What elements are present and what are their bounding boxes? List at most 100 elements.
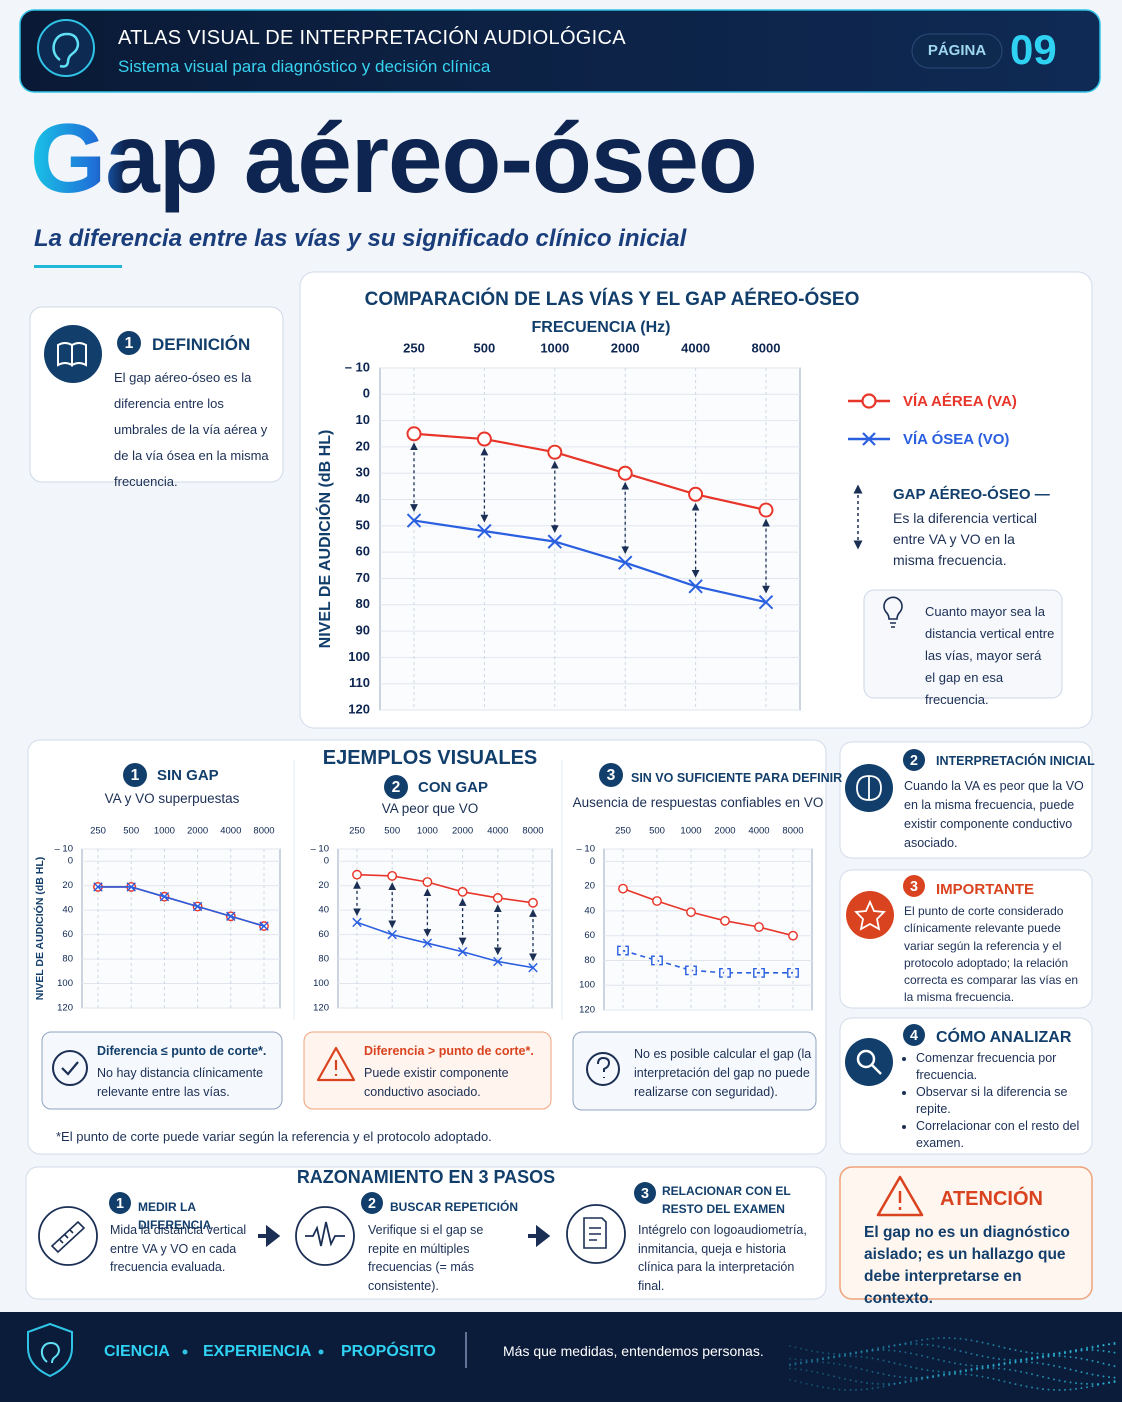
card-title: INTERPRETACIÓN INICIAL xyxy=(936,754,1095,768)
wave-dot xyxy=(937,1358,940,1361)
wave-dot xyxy=(981,1355,984,1358)
data-point xyxy=(758,502,774,518)
data-point xyxy=(352,869,362,880)
wave-dot xyxy=(888,1346,890,1349)
wave-dot xyxy=(860,1351,863,1354)
wave-dot xyxy=(844,1388,846,1391)
wave-dot xyxy=(1108,1343,1110,1346)
wave-dot xyxy=(866,1350,868,1353)
bulb-icon xyxy=(883,596,903,628)
y-tick-label: 110 xyxy=(349,675,370,690)
number-badge xyxy=(361,1192,383,1214)
wave-dot xyxy=(827,1356,830,1359)
wave-dot xyxy=(932,1374,934,1377)
section-title: EJEMPLOS VISUALES xyxy=(322,747,538,769)
ruler-glyph xyxy=(50,1220,86,1254)
step-text: Mida la distancia vertical entre VA y VO… xyxy=(110,1223,247,1274)
series-line xyxy=(622,887,794,937)
note-box xyxy=(572,1031,817,1111)
wave-dot xyxy=(800,1361,802,1364)
data-point xyxy=(387,929,397,940)
wave-dot xyxy=(921,1343,923,1346)
wave-dot xyxy=(910,1352,912,1355)
data-point xyxy=(618,883,628,894)
wave-dot xyxy=(877,1358,879,1361)
wave-dot xyxy=(943,1337,945,1340)
separator-dot xyxy=(318,1349,324,1355)
y-tick-label: 0 xyxy=(324,856,329,867)
wave-dot xyxy=(1020,1361,1022,1364)
y-tick-label: 40 xyxy=(318,905,329,916)
x-tick-label: 8000 xyxy=(253,826,274,837)
wave-dot xyxy=(833,1356,835,1359)
wave-dot xyxy=(833,1387,835,1390)
wave-dot xyxy=(805,1369,808,1372)
example-title: SIN GAP xyxy=(157,767,219,784)
wave-dot xyxy=(822,1358,824,1361)
wave-dot xyxy=(981,1341,984,1344)
wave-dot xyxy=(948,1373,951,1376)
shield-ear xyxy=(40,1341,61,1364)
example-subtitle: VA y VO superpuestas xyxy=(104,791,240,806)
data-point xyxy=(685,965,697,976)
y-tick-label: 100 xyxy=(313,978,329,989)
y-tick-label: 120 xyxy=(579,1005,595,1016)
wave-dot xyxy=(893,1344,896,1347)
wave-dot xyxy=(987,1356,989,1359)
wave-dot xyxy=(910,1379,912,1382)
wave-dot xyxy=(1031,1386,1033,1389)
example-subtitle: VA peor que VO xyxy=(381,801,479,816)
x-tick-label: 1000 xyxy=(540,340,569,355)
x-tick-label: 8000 xyxy=(522,826,543,837)
footer-bar xyxy=(0,1312,1122,1402)
wave-dot xyxy=(1036,1355,1039,1358)
wave-dot xyxy=(794,1358,797,1361)
number-badge xyxy=(117,331,141,355)
footer-wave xyxy=(789,1337,1116,1391)
wave-dot xyxy=(789,1367,791,1370)
wave-dot xyxy=(1108,1381,1110,1384)
wave-dot xyxy=(882,1385,885,1388)
wave-dot xyxy=(877,1382,879,1385)
step-title: BUSCAR REPETICIÓN xyxy=(390,1200,519,1214)
number-badge xyxy=(903,749,925,771)
data-point xyxy=(788,930,798,941)
wave-dot xyxy=(910,1343,912,1346)
series-line xyxy=(98,886,265,927)
brain-glyph xyxy=(856,775,882,801)
attention-box xyxy=(839,1166,1093,1300)
badge-number: 2 xyxy=(392,779,401,796)
wave-dot xyxy=(921,1368,923,1371)
wave-dot xyxy=(992,1367,995,1370)
pulse-glyph xyxy=(305,1221,345,1247)
wave-dot xyxy=(1097,1383,1099,1386)
wave-dot xyxy=(904,1376,907,1379)
wave-dot xyxy=(800,1368,802,1371)
wave-dot xyxy=(948,1370,951,1373)
wave-dot xyxy=(910,1376,912,1379)
y-tick-label: 80 xyxy=(356,596,370,611)
wave-dot xyxy=(926,1376,929,1379)
wave-dot xyxy=(1086,1382,1088,1385)
x-tick-label: 250 xyxy=(615,826,631,837)
data-point xyxy=(422,877,433,887)
y-tick-label: 40 xyxy=(356,491,370,506)
data-point xyxy=(617,465,633,481)
y-tick-label: 30 xyxy=(356,465,370,480)
wave-dot xyxy=(1091,1359,1094,1362)
legend-gap-title: GAP AÉREO-ÓSEO — xyxy=(893,486,1050,503)
x-tick-label: 2000 xyxy=(452,826,473,837)
wave-dot xyxy=(855,1350,857,1353)
wave-dot xyxy=(937,1345,940,1348)
badge-number: 1 xyxy=(116,1196,124,1212)
wave-dot xyxy=(1047,1388,1050,1391)
wave-dot xyxy=(1031,1356,1033,1359)
wave-dot xyxy=(932,1376,934,1379)
wave-dot xyxy=(1069,1388,1072,1391)
wave-dot xyxy=(987,1364,989,1367)
wave-dot xyxy=(926,1343,929,1346)
document-glyph xyxy=(583,1217,607,1249)
wave-dot xyxy=(827,1357,830,1360)
y-tick-label: 60 xyxy=(318,929,329,940)
y-tick-label: 50 xyxy=(356,517,370,532)
